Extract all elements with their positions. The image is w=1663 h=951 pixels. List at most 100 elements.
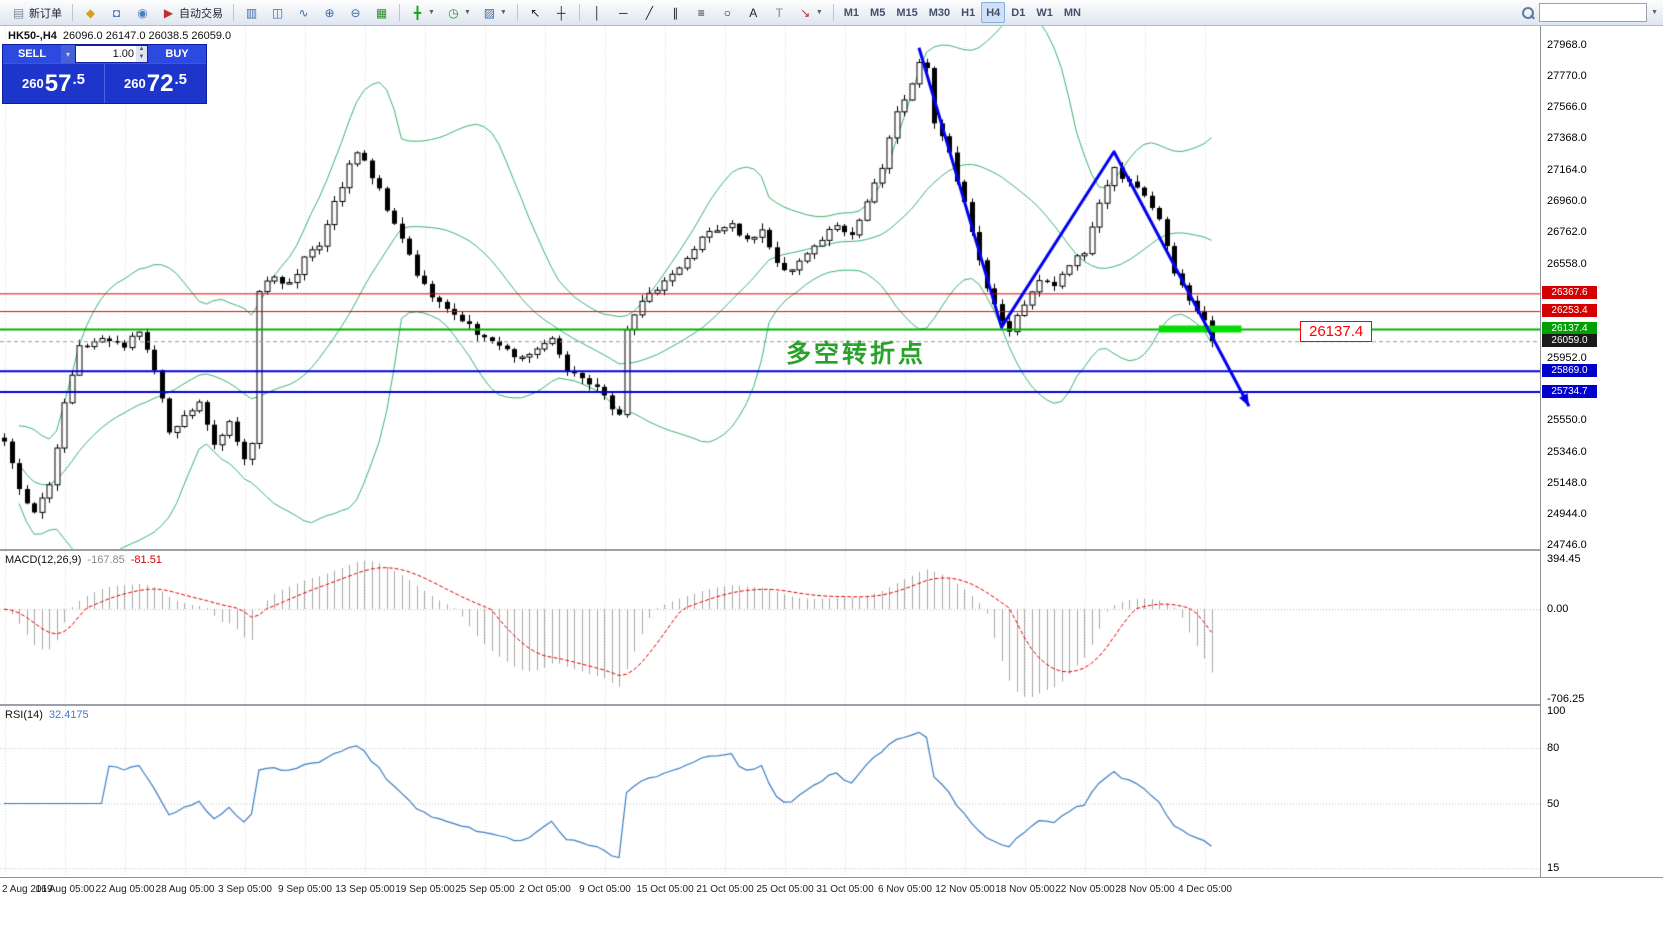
toolbar-search: ▼ (1521, 3, 1658, 22)
shapes-icon: ○ (723, 5, 731, 20)
templates-icon: ▨ (483, 5, 496, 20)
label-button[interactable]: T (767, 2, 792, 23)
axis-tick-label: 394.45 (1547, 553, 1581, 565)
search-input[interactable] (1539, 3, 1648, 22)
zoom-in-button[interactable]: ⊕ (317, 2, 342, 23)
market-icon: ◘ (112, 5, 121, 20)
zoom-out-icon: ⊖ (350, 5, 361, 20)
rsi-name: RSI(14) (5, 709, 43, 721)
axis-tick-label: 26558.0 (1547, 257, 1587, 270)
toolbar-separator (516, 4, 518, 21)
time-axis-label: 25 Oct 05:00 (756, 884, 814, 895)
axis-tick-label: 25148.0 (1547, 476, 1587, 489)
volume-input[interactable] (76, 46, 136, 62)
button-label: M5 (870, 6, 886, 19)
tf-m30-button[interactable]: M30 (924, 2, 955, 23)
macd-indicator-label: MACD(12,26,9) -167.85 -81.51 (5, 554, 162, 566)
trendline-icon: ╱ (645, 5, 653, 20)
button-label: M15 (896, 6, 918, 19)
search-caret-icon[interactable]: ▼ (1651, 9, 1658, 16)
periods-button[interactable]: ◷ ▼ (441, 2, 476, 23)
buy-price-big: 72 (146, 69, 174, 97)
autotrading-button[interactable]: ▶ 自动交易 (156, 2, 228, 23)
price-level-label: 25869.0 (1542, 363, 1597, 377)
panel-splitter[interactable] (0, 549, 1663, 551)
trendline-button[interactable]: ╱ (637, 2, 662, 23)
new-order-button[interactable]: ▤ 新订单 (6, 2, 67, 23)
horizontal-line-button[interactable]: ─ (611, 2, 636, 23)
time-axis-label: 31 Oct 05:00 (816, 884, 874, 895)
price-callout-box[interactable]: 26137.4 (1300, 321, 1373, 342)
vertical-line-button[interactable]: │ (585, 2, 610, 23)
time-axis-label: 22 Aug 05:00 (95, 884, 155, 895)
tf-m1-button[interactable]: M1 (839, 2, 864, 23)
tile-windows-button[interactable]: ▦ (369, 2, 394, 23)
tf-mn-button[interactable]: MN (1059, 2, 1086, 23)
tf-w1-button[interactable]: W1 (1031, 2, 1058, 23)
buy-price[interactable]: 260 72.5 (105, 64, 206, 103)
button-label: 自动交易 (179, 7, 223, 20)
tf-h1-button[interactable]: H1 (956, 2, 980, 23)
time-axis-label: 9 Oct 05:00 (579, 884, 631, 895)
metaeditor-icon: ◆ (85, 5, 96, 20)
volume-down-button[interactable]: ▼ (138, 54, 145, 60)
crosshair-icon: ┼ (557, 5, 566, 20)
sell-price[interactable]: 260 57.5 (3, 64, 105, 103)
time-axis-label: 18 Nov 05:00 (995, 884, 1055, 895)
price-axis[interactable]: 27968.0 27770.0 27566.0 27368.0 27164.0 26960… (1540, 26, 1663, 877)
tf-m15-button[interactable]: M15 (891, 2, 922, 23)
market-button[interactable]: ◘ (104, 2, 129, 23)
text-button[interactable]: A (741, 2, 766, 23)
templates-button[interactable]: ▨ ▼ (477, 2, 512, 23)
buy-button[interactable]: BUY (148, 45, 206, 63)
toolbar-separator (578, 4, 580, 21)
axis-tick-label: 26960.0 (1547, 195, 1587, 208)
caret-down-icon: ▼ (815, 9, 823, 16)
fibonacci-button[interactable]: ≡ (689, 2, 714, 23)
toolbar-group: ▥ ◫ ∿ ⊕ ⊖ ▦ (237, 2, 396, 23)
volume-up-button[interactable]: ▲ (138, 46, 145, 52)
caret-down-icon: ▼ (428, 9, 435, 16)
chart-bars-button[interactable]: ▥ (239, 2, 264, 23)
tile-windows-icon: ▦ (375, 5, 388, 20)
hline-icon: ─ (619, 5, 628, 20)
arrows-button[interactable]: ↘ ▼ (793, 2, 828, 23)
macd-panel[interactable] (0, 551, 1540, 704)
axis-tick-label: 25346.0 (1547, 445, 1587, 458)
sell-button[interactable]: SELL (3, 45, 61, 63)
trade-options-button[interactable]: ▾ (61, 45, 75, 63)
chart-line-button[interactable]: ∿ (291, 2, 316, 23)
community-button[interactable]: ◉ (130, 2, 155, 23)
time-axis-label: 2 Aug 2019 (2, 884, 53, 895)
tf-d1-button[interactable]: D1 (1006, 2, 1030, 23)
time-axis-label: 25 Sep 05:00 (455, 884, 515, 895)
price-level-label: 26253.4 (1542, 304, 1597, 318)
button-label: MN (1063, 6, 1081, 19)
sell-price-prefix: 260 (22, 76, 44, 91)
arrows-icon: ↘ (800, 5, 811, 20)
button-label: M30 (928, 6, 951, 19)
shapes-button[interactable]: ○ (715, 2, 740, 23)
toolbar-group: ↖ ┼ (521, 2, 576, 23)
cursor-button[interactable]: ↖ (523, 2, 548, 23)
zoom-out-button[interactable]: ⊖ (343, 2, 368, 23)
panel-splitter[interactable] (0, 704, 1663, 706)
indicators-button[interactable]: ╋ ▼ (405, 2, 440, 23)
fibonacci-icon: ≡ (697, 5, 705, 20)
tf-h4-button[interactable]: H4 (981, 2, 1006, 23)
label-icon: T (775, 5, 783, 20)
axis-tick-label: 0.00 (1547, 603, 1569, 616)
channel-button[interactable]: ∥ (663, 2, 688, 23)
cursor-icon: ↖ (530, 5, 541, 20)
candles-icon: ◫ (271, 5, 284, 20)
toolbar-group: M1 M5 M15 M30 H1 H4 D1 W1 MN (837, 2, 1088, 23)
time-axis[interactable]: 2 Aug 2019 16 Aug 05:00 22 Aug 05:00 28 Aug… (0, 877, 1663, 901)
crosshair-button[interactable]: ┼ (549, 2, 574, 23)
axis-tick-label: 26762.0 (1547, 226, 1587, 239)
tf-m5-button[interactable]: M5 (865, 2, 890, 23)
rsi-panel[interactable] (0, 706, 1540, 877)
main-price-chart[interactable] (0, 26, 1540, 549)
metaeditor-button[interactable]: ◆ (78, 2, 103, 23)
chart-candles-button[interactable]: ◫ (265, 2, 290, 23)
